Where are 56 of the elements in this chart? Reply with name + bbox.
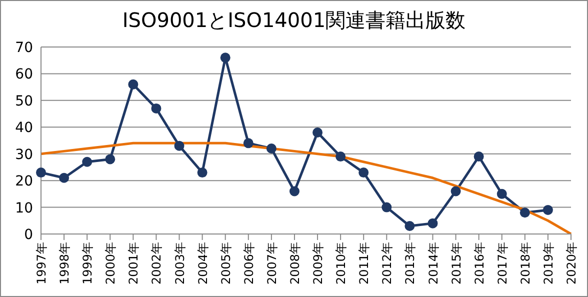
- point: [128, 79, 138, 90]
- x-tick-label: 2007年: [264, 242, 279, 285]
- point: [542, 204, 553, 215]
- point: [312, 127, 323, 138]
- x-tick-label: 2013年: [403, 242, 418, 285]
- x-tick-label: 2015年: [449, 242, 464, 285]
- x-tick-label: 2009年: [311, 242, 326, 285]
- y-tick-label: 70: [15, 40, 33, 56]
- point: [174, 140, 184, 151]
- point: [59, 172, 70, 183]
- point: [105, 154, 116, 164]
- x-tick-label: 2004年: [196, 242, 210, 285]
- x-tick-label: 2005年: [218, 242, 233, 285]
- point: [382, 202, 392, 212]
- x-tick-label: 2011年: [357, 242, 372, 285]
- x-tick-label: 2003年: [172, 242, 187, 285]
- point: [450, 186, 461, 196]
- point: [266, 144, 276, 154]
- point: [520, 208, 530, 218]
- y-tick-label: 20: [15, 174, 33, 190]
- x-tick-label: 1999年: [80, 242, 95, 285]
- chart-title: ISO9001とISO14001関連書籍出版数: [121, 7, 467, 34]
- point: [197, 168, 208, 178]
- y-tick-label: 10: [15, 200, 33, 216]
- y-tick-label: 30: [15, 146, 33, 163]
- x-tick-label: 2014年: [426, 242, 440, 285]
- point: [82, 156, 92, 167]
- y-tick-label: 60: [15, 66, 33, 83]
- x-tick-label: 2010年: [334, 242, 348, 285]
- x-tick-label: 2008年: [288, 242, 302, 285]
- point: [36, 168, 46, 178]
- point: [289, 186, 300, 196]
- point: [358, 168, 369, 178]
- x-tick-label: 2020年: [564, 242, 579, 285]
- point: [220, 52, 230, 63]
- point: [428, 218, 438, 228]
- point: [151, 103, 162, 114]
- point: [243, 138, 254, 148]
- x-tick-label: 2018年: [518, 242, 532, 285]
- x-tick-label: 2012年: [380, 242, 394, 285]
- x-tick-label: 2017年: [495, 242, 510, 285]
- x-tick-label: 2000年: [104, 242, 118, 285]
- x-tick-label: 1998年: [58, 242, 72, 285]
- y-tick-label: 50: [15, 93, 33, 110]
- x-tick-label: 2019年: [541, 242, 556, 285]
- point: [336, 152, 346, 162]
- x-tick-label: 2002年: [150, 242, 164, 285]
- x-tick-label: 1997年: [34, 242, 49, 285]
- point: [404, 220, 415, 231]
- point: [474, 152, 484, 162]
- point: [496, 188, 507, 199]
- x-tick-label: 2001年: [126, 242, 141, 285]
- x-tick-label: 2006年: [242, 242, 256, 285]
- y-tick-label: 40: [15, 120, 33, 136]
- y-tick-label: 0: [24, 226, 33, 243]
- x-tick-label: 2016年: [472, 242, 486, 285]
